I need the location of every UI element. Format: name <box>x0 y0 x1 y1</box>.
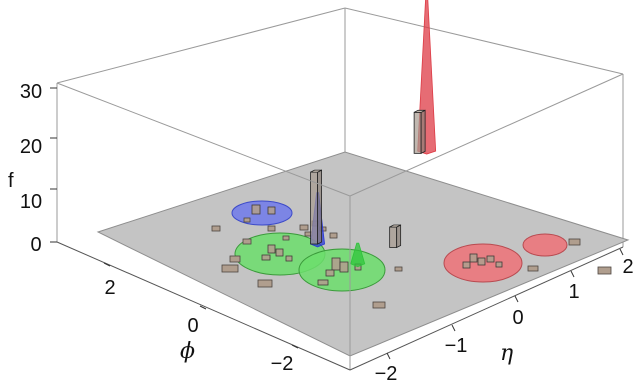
tall-bar-2 <box>389 224 402 249</box>
phi-tick-label: −2 <box>271 353 294 375</box>
eta-tick-label: 0 <box>512 307 523 329</box>
bounding-box-front <box>56 73 624 370</box>
eta-tick-label: 2 <box>622 256 633 278</box>
z-axis: 0 10 20 30 f <box>8 81 57 256</box>
phi-tick-label: 0 <box>187 315 198 337</box>
z-tick-label: 10 <box>20 191 42 213</box>
peak-1 <box>350 242 366 268</box>
z-tick-label: 30 <box>20 81 42 103</box>
eta-tick-label: −1 <box>445 335 468 357</box>
eta-axis-label: η <box>500 341 513 366</box>
red-region-2 <box>522 233 568 257</box>
tall-bar-1 <box>413 109 426 155</box>
blue-region <box>231 200 293 226</box>
z-axis-label: f <box>8 170 14 192</box>
eta-axis: −2 −1 0 1 2 η <box>375 248 634 383</box>
bounding-box-back <box>56 7 624 247</box>
phi-tick-label: 2 <box>104 277 115 299</box>
z-tick-label: 0 <box>30 234 41 256</box>
eta-tick-label: −2 <box>375 363 398 383</box>
cluster-cells <box>251 204 503 286</box>
phi-axis-label: ϕ <box>180 339 195 364</box>
phi-axis: 2 0 −2 ϕ <box>103 262 299 375</box>
tall-bar-0 <box>310 169 323 245</box>
axis-lines <box>56 241 624 371</box>
eta-tick-label: 1 <box>568 281 579 303</box>
z-tick-label: 20 <box>20 136 42 158</box>
